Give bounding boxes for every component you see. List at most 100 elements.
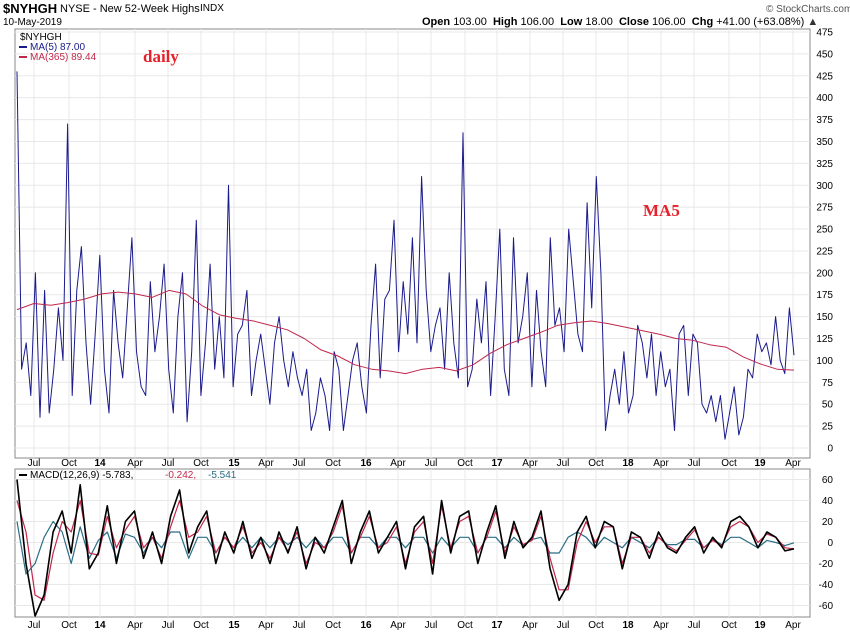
macd-panel-ytick-label: 20 — [822, 517, 834, 528]
price-panel-xtick-label: 14 — [94, 458, 106, 469]
open-value: 103.00 — [453, 16, 487, 28]
legend-ma5-label: MA(5) 87.00 — [30, 42, 85, 53]
price-panel-ytick-label: 300 — [816, 181, 833, 192]
macd-panel-xtick-label: Oct — [457, 620, 473, 631]
annotation-daily: daily — [143, 47, 179, 66]
macd-panel-xtick-label: Oct — [721, 620, 737, 631]
price-panel-xtick-label: Oct — [457, 458, 473, 469]
macd-panel-xtick-label: 16 — [360, 620, 372, 631]
macd-panel-xtick-label: 18 — [622, 620, 634, 631]
macd-panel-xtick-label: Apr — [785, 620, 801, 631]
close-label: Close — [618, 16, 649, 28]
macd-panel-xtick-label: Jul — [688, 620, 701, 631]
macd-panel-ytick-label: -20 — [819, 559, 834, 570]
macd-panel-ytick-label: 40 — [822, 496, 834, 507]
macd-panel-xtick-label: Jul — [425, 620, 438, 631]
price-panel-ytick-label: 50 — [822, 400, 834, 411]
macd-panel-xtick-label: 15 — [228, 620, 240, 631]
price-panel-xtick-label: Oct — [61, 458, 77, 469]
price-panel-xtick-label: Oct — [325, 458, 341, 469]
price-panel-xtick-label: Apr — [390, 458, 406, 469]
legend-signal-label: -0.242, — [165, 470, 196, 481]
price-panel-ytick-label: 125 — [816, 334, 833, 345]
low-label: Low — [560, 16, 583, 28]
ohlc-bar: Open 103.00 High 106.00 Low 18.00 Close … — [422, 16, 818, 28]
macd-panel-xtick-label: Jul — [557, 620, 570, 631]
legend-macd-label: MACD(12,26,9) -5.783, — [30, 470, 133, 481]
price-panel-xtick-label: Jul — [293, 458, 306, 469]
macd-panel-xtick-label: 19 — [754, 620, 766, 631]
price-panel-xtick-label: Jul — [162, 458, 175, 469]
macd-panel-xtick-label: Apr — [522, 620, 538, 631]
price-panel-xtick-label: Apr — [258, 458, 274, 469]
open-label: Open — [422, 16, 451, 28]
price-panel-ytick-label: 150 — [816, 312, 833, 323]
price-panel-ytick-label: 450 — [816, 49, 833, 60]
symbol: $NYHGH — [3, 1, 58, 16]
low-value: 18.00 — [585, 16, 613, 28]
price-panel-xtick-label: 15 — [228, 458, 240, 469]
price-panel-xtick-label: 19 — [754, 458, 766, 469]
price-panel-ytick-label: 75 — [822, 378, 834, 389]
price-panel-ytick-label: 200 — [816, 268, 833, 279]
high-value: 106.00 — [520, 16, 555, 28]
watermark: © StockCharts.com — [766, 4, 850, 15]
price-panel-xtick-label: Oct — [193, 458, 209, 469]
macd-panel-ytick-label: -60 — [819, 601, 834, 612]
price-panel-xtick-label: 18 — [622, 458, 634, 469]
price-panel-xtick-label: Jul — [425, 458, 438, 469]
price-panel-ytick-label: 325 — [816, 159, 833, 170]
legend-histogram-label: -5.541 — [208, 470, 237, 481]
price-panel-ytick-label: 175 — [816, 290, 833, 301]
price-panel-xtick-label: Jul — [688, 458, 701, 469]
chg-value: +41.00 (+63.08%) — [716, 16, 805, 28]
macd-panel-ytick-label: 0 — [827, 538, 833, 549]
exchange: INDX — [200, 3, 224, 14]
high-label: High — [492, 16, 518, 28]
description: NYSE - New 52-Week Highs — [60, 3, 200, 15]
price-panel-ytick-label: 225 — [816, 246, 833, 257]
macd-panel-xtick-label: 17 — [491, 620, 503, 631]
date: 10-May-2019 — [3, 17, 62, 28]
price-panel-ytick-label: 475 — [816, 28, 833, 39]
price-panel-xtick-label: Jul — [28, 458, 41, 469]
series-ma5-line — [16, 71, 795, 440]
macd-panel-xtick-label: Apr — [258, 620, 274, 631]
price-panel-xtick-label: Oct — [588, 458, 604, 469]
price-panel-xtick-label: 16 — [360, 458, 372, 469]
price-panel-xtick-label: 17 — [491, 458, 503, 469]
price-panel-ytick-label: 425 — [816, 71, 833, 82]
macd-panel-xtick-label: Oct — [61, 620, 77, 631]
macd-panel-ytick-label: -40 — [819, 580, 834, 591]
macd-panel-xtick-label: 14 — [94, 620, 106, 631]
price-panel-ytick-label: 375 — [816, 115, 833, 126]
price-panel-ytick-label: 350 — [816, 137, 833, 148]
price-panel-ytick-label: 100 — [816, 356, 833, 367]
legend-ma365-label: MA(365) 89.44 — [30, 52, 97, 63]
macd-panel-xtick-label: Jul — [293, 620, 306, 631]
macd-panel-xtick-label: Oct — [325, 620, 341, 631]
macd-panel-xtick-label: Jul — [28, 620, 41, 631]
legend-symbol: $NYHGH — [20, 32, 62, 43]
series-macd-line — [16, 479, 795, 617]
price-panel-xtick-label: Apr — [127, 458, 143, 469]
price-panel-xtick-label: Apr — [522, 458, 538, 469]
price-panel-ytick-label: 0 — [827, 444, 833, 455]
macd-panel-xtick-label: Apr — [127, 620, 143, 631]
macd-panel-xtick-label: Apr — [653, 620, 669, 631]
price-panel-ytick-label: 400 — [816, 93, 833, 104]
macd-panel-xtick-label: Oct — [193, 620, 209, 631]
price-panel-ytick-label: 275 — [816, 203, 833, 214]
close-value: 106.00 — [652, 16, 686, 28]
macd-panel-xtick-label: Apr — [390, 620, 406, 631]
price-panel-xtick-label: Apr — [653, 458, 669, 469]
chg-label: Chg — [691, 16, 714, 28]
price-panel-xtick-label: Jul — [557, 458, 570, 469]
annotation-ma5: MA5 — [643, 201, 680, 220]
dropdown-arrow-icon[interactable]: ▲ — [807, 16, 819, 28]
macd-panel-xtick-label: Oct — [588, 620, 604, 631]
price-panel-ytick-label: 250 — [816, 225, 833, 236]
macd-panel-xtick-label: Jul — [162, 620, 175, 631]
macd-panel-ytick-label: 60 — [822, 475, 834, 486]
